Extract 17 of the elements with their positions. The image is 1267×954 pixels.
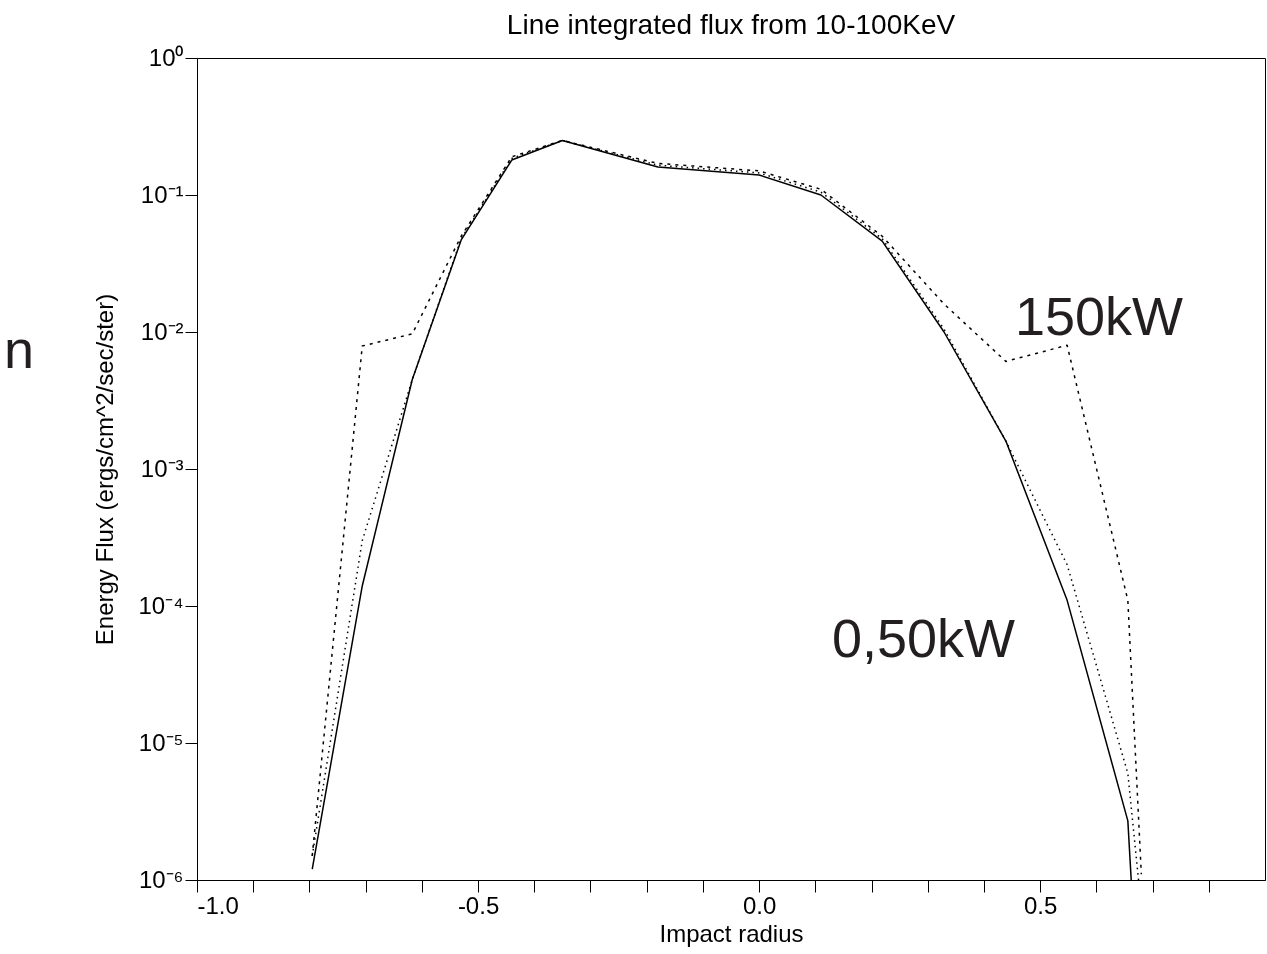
annotation: 0,50kW xyxy=(832,607,1016,669)
chart-title: Line integrated flux from 10-100KeV xyxy=(506,9,956,40)
y-tick-label: 10⁻¹ xyxy=(140,180,184,208)
y-tick-label: 10⁻⁶ xyxy=(138,865,184,893)
annotation: 150kW xyxy=(1015,285,1184,347)
y-tick-label: 10⁻³ xyxy=(140,454,184,482)
x-tick-label: 0.5 xyxy=(1023,891,1058,919)
x-tick-label: -1.0 xyxy=(197,891,239,919)
x-tick-label: -0.5 xyxy=(457,891,500,919)
y-tick-label: 10⁻⁵ xyxy=(138,728,184,756)
y-tick-label: 10⁰ xyxy=(148,43,184,71)
x-axis-title: Impact radius xyxy=(659,919,804,947)
x-tick-label: 0.0 xyxy=(742,891,777,919)
y-axis-title: Energy Flux (ergs/cm^2/sec/ster) xyxy=(91,293,119,646)
text: n xyxy=(4,318,35,380)
y-tick-label: 10⁻² xyxy=(140,317,184,345)
y-tick-label: 10⁻⁴ xyxy=(138,591,184,619)
